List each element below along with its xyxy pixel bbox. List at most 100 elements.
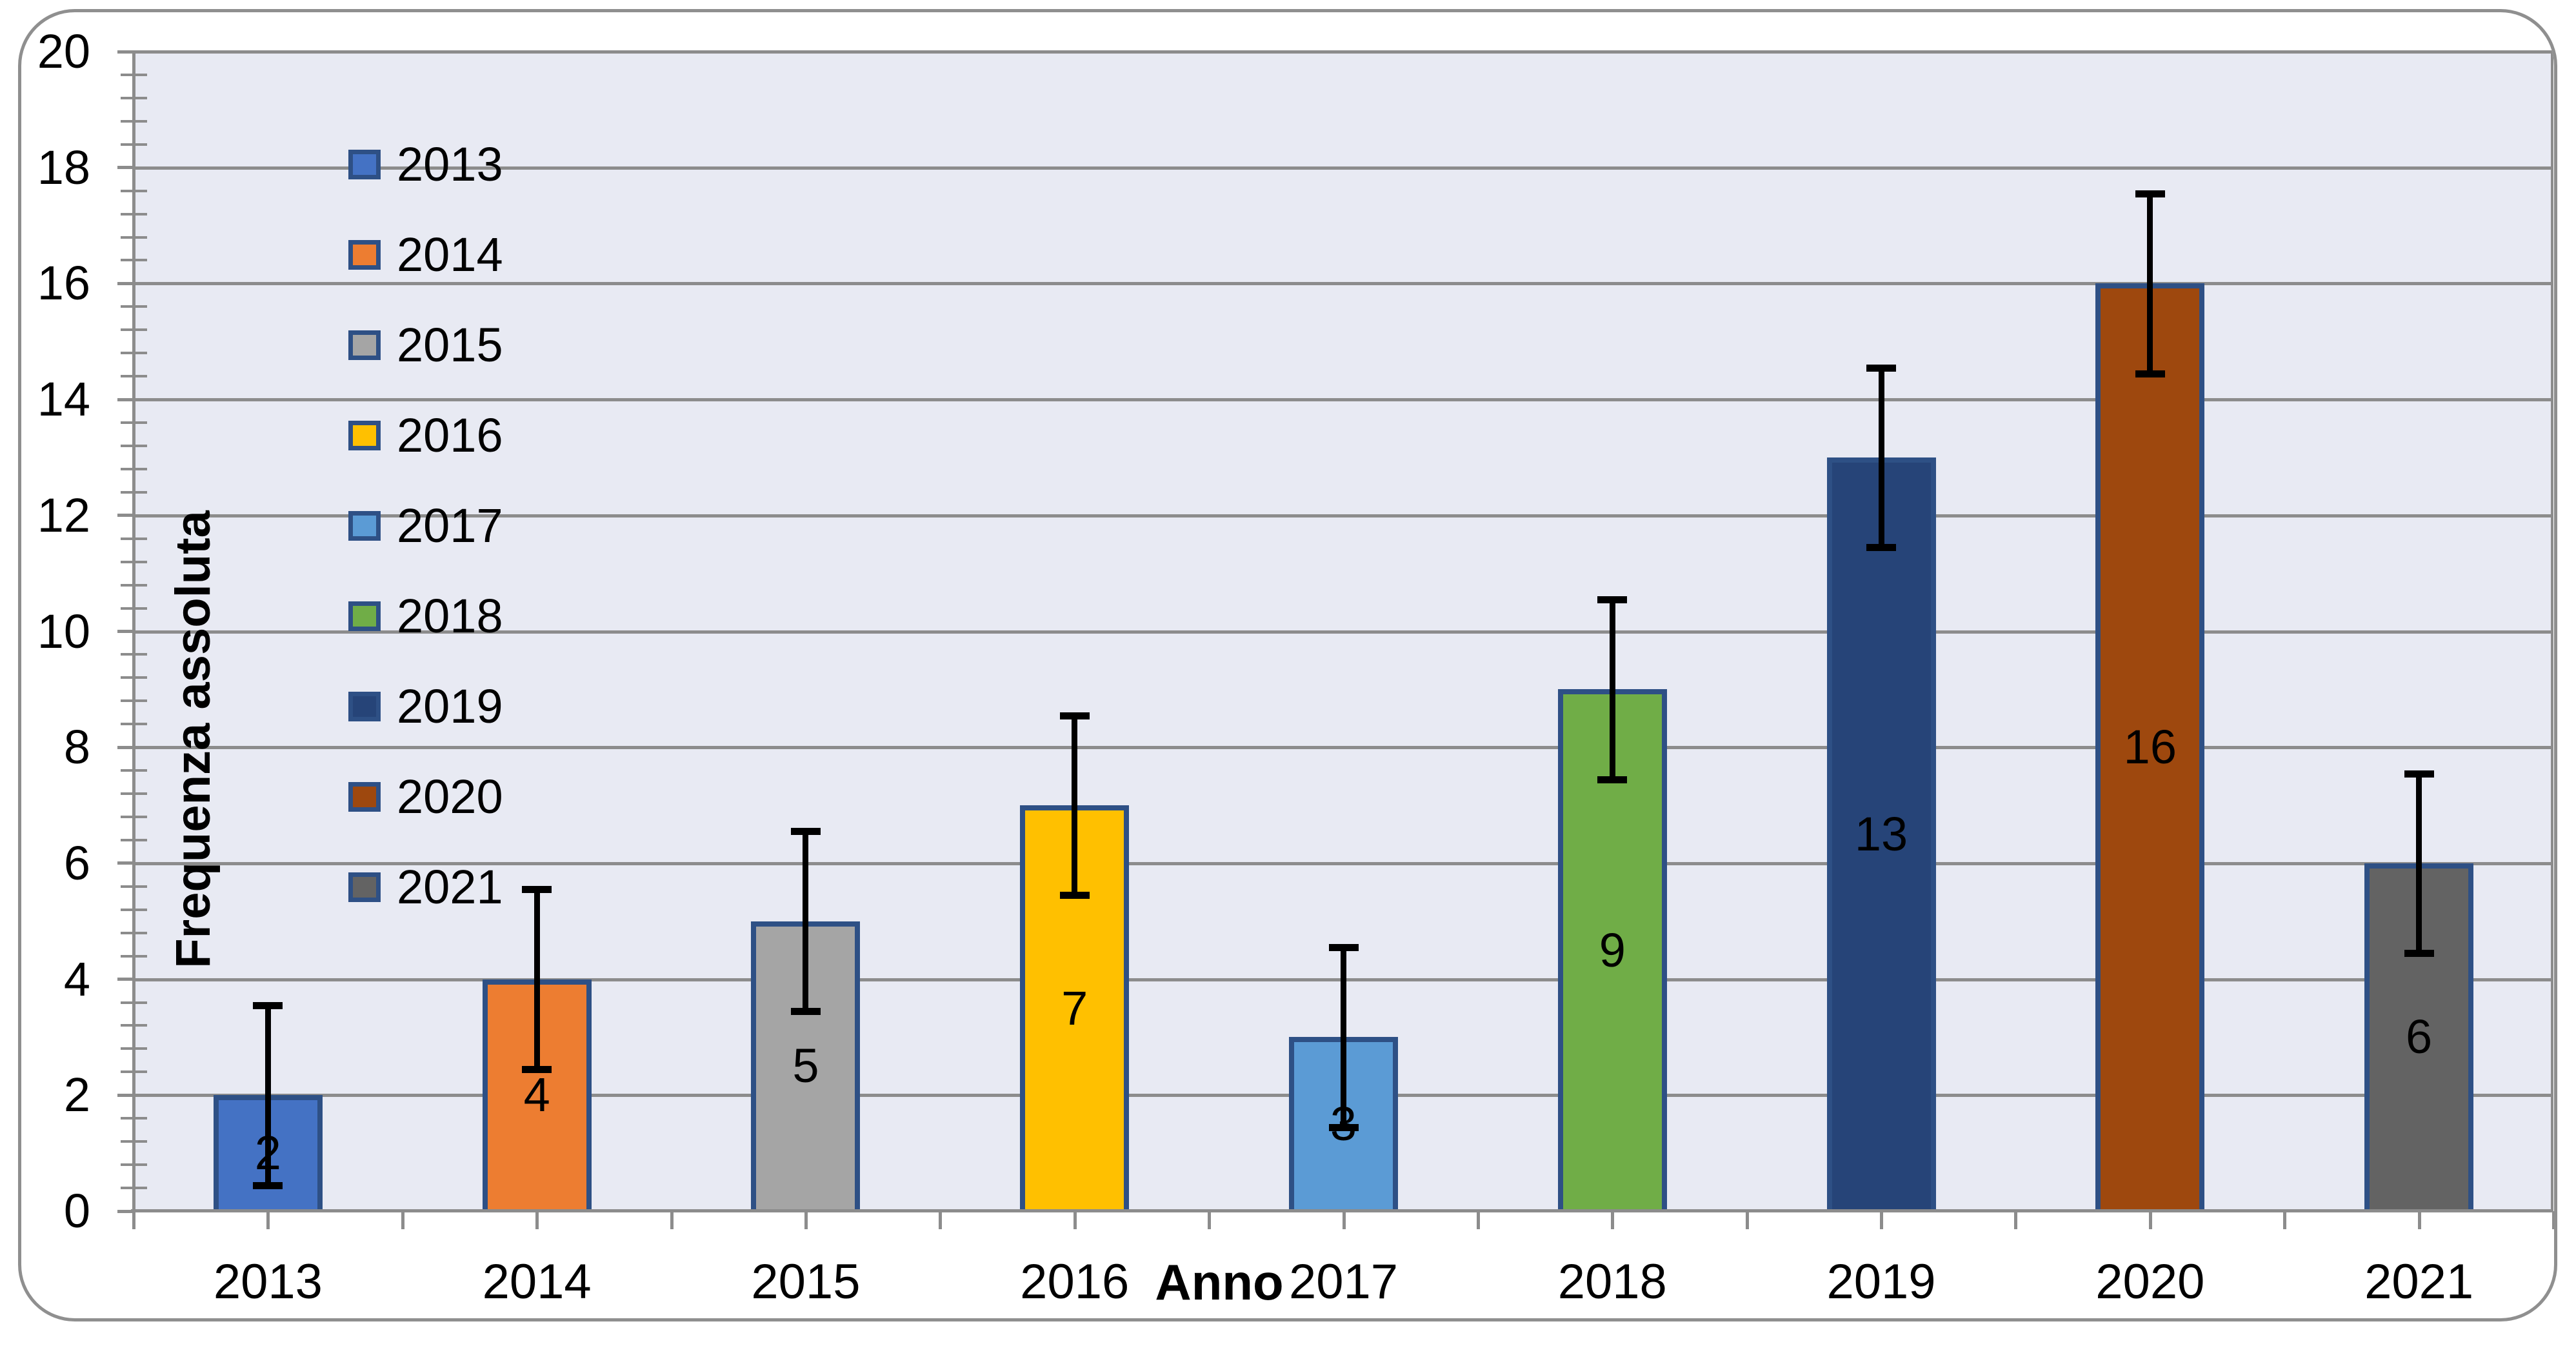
- y-axis-tick-label-10: 10: [37, 604, 90, 658]
- y-axis-tick-label-16: 16: [37, 256, 90, 310]
- error-bar-cap-bottom-2015: [790, 1008, 821, 1016]
- y-axis-major-tick-20: [117, 50, 134, 54]
- x-axis-tick: [2417, 1211, 2421, 1229]
- error-bar-cap-top-2013: [253, 1002, 283, 1010]
- x-axis-tick: [939, 1211, 943, 1229]
- legend-item-2020: 2020: [348, 763, 735, 830]
- data-label-2019: 13: [1854, 807, 1908, 861]
- error-bar-cap-bottom-2014: [522, 1065, 552, 1073]
- x-axis-tick: [132, 1211, 135, 1229]
- legend-item-2018: 2018: [348, 583, 735, 650]
- legend-marker-2019: [348, 692, 381, 721]
- legend-label-2015: 2015: [397, 318, 503, 372]
- y-axis-major-tick-8: [117, 745, 134, 749]
- error-bar-cap-top-2021: [2404, 770, 2434, 778]
- x-axis-tick: [670, 1211, 674, 1229]
- data-label-2017: 3: [1330, 1097, 1357, 1151]
- legend-marker-2016: [348, 421, 381, 450]
- data-label-2013: 2: [254, 1126, 281, 1180]
- error-bar-cap-top-2019: [1866, 364, 1897, 372]
- legend-label-2019: 2019: [397, 679, 503, 733]
- x-axis-label-2020: 2020: [2095, 1254, 2205, 1309]
- x-axis-tick: [1611, 1211, 1615, 1229]
- legend-item-2017: 2017: [348, 492, 735, 559]
- y-axis-tick-label-8: 8: [63, 720, 90, 774]
- legend-item-2015: 2015: [348, 312, 735, 379]
- y-axis-tick-label-2: 2: [63, 1068, 90, 1122]
- legend-item-2016: 2016: [348, 402, 735, 469]
- y-axis-major-tick-0: [117, 1209, 134, 1213]
- legend-marker-2015: [348, 330, 381, 360]
- y-axis-major-tick-6: [117, 861, 134, 865]
- x-axis-label-2021: 2021: [2364, 1254, 2474, 1309]
- gridline-y-10: [134, 630, 2553, 634]
- y-axis-tick-label-6: 6: [63, 836, 90, 890]
- x-axis-line: [131, 1209, 2553, 1212]
- x-axis-tick: [266, 1211, 270, 1229]
- y-axis-tick-label-4: 4: [63, 952, 90, 1006]
- data-label-2018: 9: [1599, 923, 1626, 977]
- y-axis-title: Frequenza assoluta: [166, 510, 221, 969]
- gridline-y-20: [134, 50, 2553, 54]
- x-axis-tick: [1342, 1211, 1346, 1229]
- gridline-y-16: [134, 282, 2553, 286]
- x-axis-tick: [1208, 1211, 1212, 1229]
- error-bar-cap-top-2017: [1328, 944, 1359, 952]
- x-axis-tick: [2552, 1211, 2554, 1229]
- y-axis-tick-label-20: 20: [37, 25, 90, 78]
- error-bar-cap-top-2020: [2135, 190, 2165, 198]
- gridline-y-6: [134, 861, 2553, 865]
- error-bar-cap-top-2014: [522, 886, 552, 894]
- legend-item-2021: 2021: [348, 854, 735, 921]
- legend-label-2017: 2017: [397, 499, 503, 552]
- legend-label-2021: 2021: [397, 860, 503, 914]
- x-axis-label-2015: 2015: [751, 1254, 861, 1309]
- y-axis-major-tick-2: [117, 1093, 134, 1097]
- x-axis-label-2017: 2017: [1288, 1254, 1399, 1309]
- data-label-2016: 7: [1061, 981, 1088, 1035]
- bar-2020: [2095, 283, 2205, 1211]
- y-axis-tick-label-0: 0: [63, 1184, 90, 1238]
- error-bar-cap-bottom-2021: [2404, 950, 2434, 958]
- x-axis-tick: [804, 1211, 808, 1229]
- error-bar-cap-bottom-2020: [2135, 370, 2165, 377]
- data-label-2021: 6: [2406, 1010, 2433, 1064]
- legend-label-2013: 2013: [397, 137, 503, 191]
- x-axis-label-2018: 2018: [1557, 1254, 1667, 1309]
- gridline-y-14: [134, 398, 2553, 402]
- error-bar-cap-top-2015: [790, 828, 821, 836]
- error-bar-2020: [2147, 194, 2153, 374]
- x-axis-tick: [1476, 1211, 1480, 1229]
- x-axis-tick: [1880, 1211, 1884, 1229]
- y-axis-major-tick-12: [117, 514, 134, 517]
- legend-marker-2014: [348, 240, 381, 270]
- x-axis-tick: [1073, 1211, 1077, 1229]
- error-bar-2014: [534, 889, 540, 1069]
- error-bar-cap-top-2018: [1597, 596, 1628, 604]
- x-axis-label-2013: 2013: [213, 1254, 323, 1309]
- chart-border: 2 4 5 7 3 9 13 16 6 2013 2014 2015 2016 2017 2018 2019 2…: [18, 9, 2557, 1321]
- legend-marker-2018: [348, 601, 381, 631]
- error-bar-cap-bottom-2016: [1059, 892, 1090, 899]
- gridline-y-12: [134, 514, 2553, 517]
- gridline-y-8: [134, 746, 2553, 750]
- gridline-y-18: [134, 166, 2553, 170]
- error-bar-cap-top-2016: [1059, 712, 1090, 719]
- error-bar-2017: [1341, 947, 1346, 1127]
- legend-label-2020: 2020: [397, 770, 503, 823]
- error-bar-2019: [1878, 367, 1884, 548]
- error-bar-cap-bottom-2013: [253, 1181, 283, 1189]
- legend-marker-2017: [348, 511, 381, 541]
- y-axis-tick-label-18: 18: [37, 140, 90, 194]
- x-axis-tick: [401, 1211, 404, 1229]
- legend-item-2019: 2019: [348, 673, 735, 740]
- legend-label-2014: 2014: [397, 228, 503, 281]
- error-bar-cap-bottom-2019: [1866, 544, 1897, 552]
- y-axis-major-tick-18: [117, 166, 134, 170]
- y-axis-line: [132, 52, 135, 1211]
- x-axis-label-2014: 2014: [482, 1254, 592, 1309]
- y-axis-major-tick-14: [117, 397, 134, 401]
- legend-label-2016: 2016: [397, 408, 503, 462]
- error-bar-2018: [1609, 599, 1615, 779]
